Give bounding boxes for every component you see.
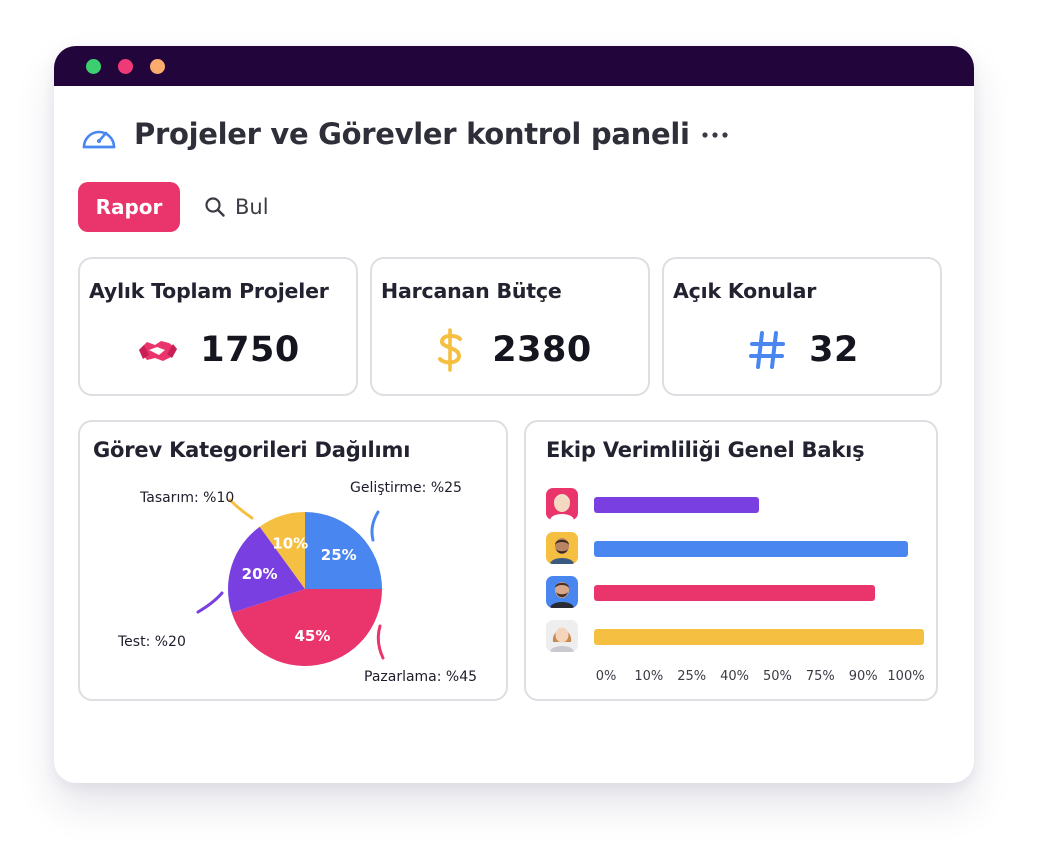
window-maximize-button[interactable] — [150, 59, 165, 74]
pie-slice-percent: 10% — [272, 535, 308, 553]
x-tick-label: 90% — [848, 669, 878, 684]
x-tick-label: 10% — [634, 669, 664, 684]
window-close-button[interactable] — [86, 59, 101, 74]
avatar[interactable] — [546, 576, 578, 608]
stat-card-projects: Aylık Toplam Projeler 1750 — [78, 257, 358, 396]
pie-slice[interactable] — [231, 589, 382, 666]
page-title: Projeler ve Görevler kontrol paneli — [134, 117, 690, 151]
avatar[interactable] — [546, 620, 578, 652]
more-horizontal-icon[interactable] — [702, 132, 728, 138]
search-icon — [205, 197, 225, 217]
hashtag-icon — [745, 328, 789, 372]
chart-title: Ekip Verimliliği Genel Bakış — [546, 438, 865, 462]
find-button[interactable]: Bul — [204, 191, 269, 223]
pie-slice[interactable] — [228, 526, 305, 613]
chart-title: Görev Kategorileri Dağılımı — [93, 438, 411, 462]
x-tick-label: 100% — [887, 669, 925, 684]
x-tick-label: 0% — [595, 669, 617, 684]
pie-slice-percent: 25% — [321, 546, 357, 564]
pie-label-connector — [370, 510, 380, 542]
bar — [594, 541, 908, 557]
pie-label-connector — [228, 498, 254, 520]
stat-value: 32 — [809, 330, 859, 370]
report-button[interactable]: Rapor — [78, 182, 180, 232]
handshake-icon — [136, 328, 180, 372]
x-axis-ticks: 0% 10% 25% 40% 50% 75% 90% 100% — [594, 669, 928, 687]
x-tick-label: 50% — [762, 669, 792, 684]
pie-slice-label: Pazarlama: %45 — [364, 669, 477, 685]
window-minimize-button[interactable] — [118, 59, 133, 74]
x-tick-label: 25% — [677, 669, 707, 684]
pie-slice-percent: 20% — [242, 565, 278, 583]
stat-label: Harcanan Bütçe — [381, 279, 562, 303]
stat-label: Açık Konular — [673, 279, 817, 303]
task-category-chart-card: Görev Kategorileri Dağılımı 25% Geliştirm… — [78, 420, 508, 701]
pie-slice-label: Tasarım: %10 — [139, 490, 234, 506]
x-tick-label: 75% — [805, 669, 835, 684]
pie-chart: 25% Geliştirme: %25 45% Pazarlama: %45 20% Te… — [117, 480, 477, 685]
bar — [594, 497, 759, 513]
stat-value: 1750 — [200, 330, 300, 370]
bar — [594, 585, 875, 601]
avatar[interactable] — [546, 488, 578, 520]
stat-value: 2380 — [492, 330, 592, 370]
team-productivity-chart-card: Ekip Verimliliği Genel Bakış — [524, 420, 938, 701]
pie-slice-percent: 45% — [295, 627, 331, 645]
x-tick-label: 40% — [720, 669, 750, 684]
dollar-icon — [428, 328, 472, 372]
window-titlebar — [54, 46, 974, 86]
pie-label-connector — [196, 591, 224, 614]
stat-label: Aylık Toplam Projeler — [89, 279, 329, 303]
gauge-icon — [82, 130, 116, 149]
avatar[interactable] — [546, 532, 578, 564]
pie-slice[interactable] — [305, 512, 382, 589]
stat-card-budget: Harcanan Bütçe 2380 — [370, 257, 650, 396]
pie-slice-label: Geliştirme: %25 — [350, 480, 462, 496]
dashboard-window: Projeler ve Görevler kontrol paneli Rapo… — [54, 46, 974, 783]
pie-slice[interactable] — [259, 512, 305, 589]
find-label: Bul — [235, 195, 269, 219]
stat-card-open-issues: Açık Konular 32 — [662, 257, 942, 396]
pie-label-connector — [376, 624, 385, 660]
pie-slice-label: Test: %20 — [117, 634, 186, 650]
bar — [594, 629, 924, 645]
